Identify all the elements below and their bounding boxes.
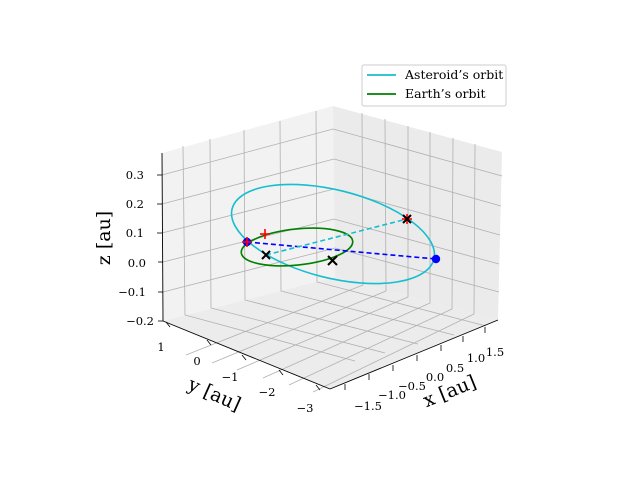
grid-y-2 — [209, 138, 386, 354]
ticks — [157, 174, 486, 391]
y-tick-label: −1 — [222, 370, 239, 384]
z-tick-label: −0.2 — [126, 314, 154, 328]
legend-label-earth: Earth’s orbit — [405, 86, 486, 101]
grid-y-3 — [243, 129, 419, 345]
grid-x-3 — [236, 126, 409, 371]
grid-x-1 — [185, 112, 364, 356]
earth-orbit-line — [240, 227, 354, 267]
z-axis-line — [161, 152, 164, 322]
grid-z-5 — [162, 247, 500, 293]
floor-pane — [163, 277, 498, 389]
z-tick-label: −0.1 — [118, 285, 146, 299]
y-axis-line — [162, 320, 331, 390]
z-tick-label: 0.2 — [126, 197, 144, 211]
red-plus-left — [260, 229, 270, 239]
black-cross-1 — [261, 250, 271, 260]
x-tick-label: −1.0 — [378, 388, 406, 402]
z-tick-labels: 0.3 0.2 0.1 0.0 −0.1 −0.2 — [118, 168, 154, 328]
z-tick-label: 0.0 — [128, 256, 146, 270]
z-tick-label: 0.1 — [126, 226, 144, 240]
y-tick-1 — [165, 321, 171, 328]
x-tick-label: −0.5 — [398, 379, 426, 393]
y-tick-m3 — [315, 384, 321, 391]
legend-box — [361, 64, 507, 107]
cyan-dashed-line — [265, 218, 408, 256]
markers — [242, 214, 441, 266]
y-tick-0 — [206, 339, 212, 346]
grid-z-1 — [161, 128, 503, 177]
blue-dot-right — [431, 254, 441, 264]
axes — [161, 152, 499, 390]
grid-x-2 — [211, 118, 387, 364]
grid-y-5 — [315, 110, 487, 327]
grid-x-5 — [288, 137, 454, 386]
x-tick-labels: −1.5 −1.0 −0.5 0.0 0.5 1.0 1.5 — [354, 345, 504, 413]
grid-x-6 — [312, 143, 476, 393]
grid-x-4 — [262, 132, 431, 379]
legend-label-asteroid: Asteroid’s orbit — [404, 67, 503, 82]
dashed-lines — [246, 218, 437, 260]
y-tick-label: 0 — [193, 354, 200, 368]
x-axis-line — [329, 319, 499, 390]
y-tick-labels: 1 0 −1 −2 −3 — [157, 340, 313, 415]
x-tick-label: 1.5 — [486, 345, 504, 359]
black-cross-2 — [327, 255, 338, 266]
y-tick-m2 — [278, 369, 284, 376]
grid — [161, 110, 503, 393]
grid-y-1 — [182, 145, 356, 362]
panes — [162, 106, 502, 389]
z-axis-label: z [au] — [93, 211, 115, 265]
y-tick-label: −2 — [259, 385, 276, 399]
x-tick-label: 0.0 — [426, 370, 444, 384]
y-tick-label: −3 — [297, 401, 314, 415]
red-plus-left-2 — [242, 237, 252, 247]
legend: Asteroid’s orbit Earth’s orbit — [361, 64, 507, 107]
back-wall-right — [333, 106, 502, 320]
black-cross-3 — [402, 214, 412, 224]
y-tick-label: 1 — [157, 340, 164, 354]
grid-y-4 — [279, 120, 455, 336]
grid-z-2 — [161, 158, 502, 207]
z-tick-label: 0.3 — [126, 168, 144, 182]
y-tick-m1 — [241, 354, 247, 361]
x-tick-label: 0.5 — [446, 361, 464, 375]
x-tick-label: 1.0 — [467, 351, 485, 365]
x-tick-label: −1.5 — [354, 399, 382, 413]
grid-z-4 — [162, 218, 500, 265]
